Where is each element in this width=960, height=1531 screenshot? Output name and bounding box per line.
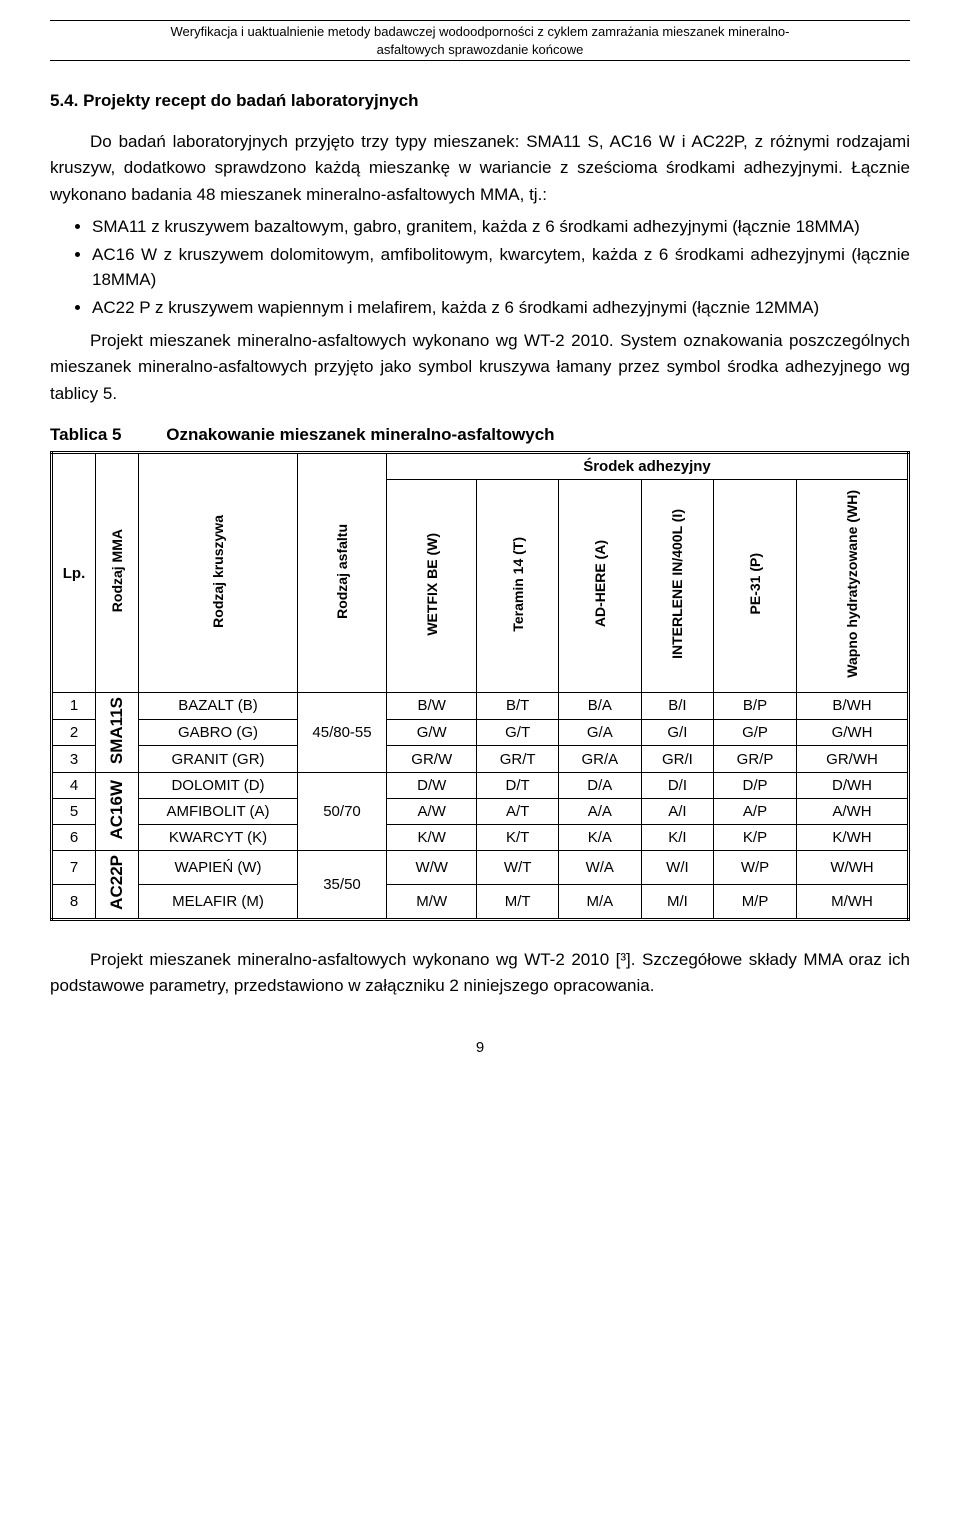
cell: A/P xyxy=(714,798,797,824)
cell-lp: 7 xyxy=(52,850,96,884)
cell: W/I xyxy=(641,850,713,884)
col-interlene: INTERLENE IN/400L (I) xyxy=(669,503,685,665)
page-header: Weryfikacja i uaktualnienie metody badaw… xyxy=(50,20,910,61)
cell-agg: DOLOMIT (D) xyxy=(139,772,298,798)
cell-asfalt: 45/80-55 xyxy=(298,692,387,772)
cell-lp: 1 xyxy=(52,692,96,719)
cell: M/A xyxy=(558,884,641,919)
cell: D/WH xyxy=(796,772,908,798)
cell: B/P xyxy=(714,692,797,719)
cell: D/I xyxy=(641,772,713,798)
cell: W/A xyxy=(558,850,641,884)
cell: G/WH xyxy=(796,719,908,746)
cell: G/W xyxy=(387,719,477,746)
cell: G/I xyxy=(641,719,713,746)
cell: GR/WH xyxy=(796,746,908,773)
cell: B/I xyxy=(641,692,713,719)
cell: G/A xyxy=(558,719,641,746)
cell-lp: 8 xyxy=(52,884,96,919)
col-rodzaj-kruszywa: Rodzaj kruszywa xyxy=(210,509,226,634)
cell: M/I xyxy=(641,884,713,919)
cell: W/P xyxy=(714,850,797,884)
cell: B/W xyxy=(387,692,477,719)
cell-lp: 6 xyxy=(52,824,96,850)
col-rodzaj-asfaltu: Rodzaj asfaltu xyxy=(334,518,350,625)
cell: D/W xyxy=(387,772,477,798)
page-number: 9 xyxy=(50,1039,910,1056)
paragraph-1: Do badań laboratoryjnych przyjęto trzy t… xyxy=(50,129,910,208)
cell: B/A xyxy=(558,692,641,719)
cell-mma: AC22P xyxy=(107,855,127,910)
col-srodek: Środek adhezyjny xyxy=(387,453,909,480)
cell: A/A xyxy=(558,798,641,824)
paragraph-2: Projekt mieszanek mineralno-asfaltowych … xyxy=(50,328,910,407)
header-line-2: asfaltowych sprawozdanie końcowe xyxy=(377,42,584,57)
cell: M/T xyxy=(477,884,558,919)
cell: G/P xyxy=(714,719,797,746)
col-wapno: Wapno hydratyzowane (WH) xyxy=(844,484,860,684)
cell-agg: MELAFIR (M) xyxy=(139,884,298,919)
col-wetfix: WETFIX BE (W) xyxy=(424,527,440,642)
cell: K/T xyxy=(477,824,558,850)
cell: G/T xyxy=(477,719,558,746)
cell-mma: AC16W xyxy=(107,780,127,840)
col-lp: Lp. xyxy=(63,565,86,582)
cell: GR/P xyxy=(714,746,797,773)
cell: W/W xyxy=(387,850,477,884)
cell-lp: 4 xyxy=(52,772,96,798)
table-number: Tablica 5 xyxy=(50,425,122,444)
bullet-item: AC16 W z kruszywem dolomitowym, amfiboli… xyxy=(92,242,910,293)
cell: A/T xyxy=(477,798,558,824)
cell: K/WH xyxy=(796,824,908,850)
col-teramin: Teramin 14 (T) xyxy=(510,531,526,638)
cell-asfalt: 35/50 xyxy=(298,850,387,919)
cell: W/T xyxy=(477,850,558,884)
cell: K/P xyxy=(714,824,797,850)
cell: B/WH xyxy=(796,692,908,719)
cell: GR/T xyxy=(477,746,558,773)
cell-lp: 3 xyxy=(52,746,96,773)
cell-lp: 2 xyxy=(52,719,96,746)
cell: A/W xyxy=(387,798,477,824)
cell-mma: SMA11S xyxy=(107,697,127,764)
table-caption-text: Oznakowanie mieszanek mineralno-asfaltow… xyxy=(166,425,554,444)
cell: A/WH xyxy=(796,798,908,824)
cell: D/A xyxy=(558,772,641,798)
cell: A/I xyxy=(641,798,713,824)
cell: M/P xyxy=(714,884,797,919)
table-5-caption: Tablica 5 Oznakowanie mieszanek mineraln… xyxy=(50,425,910,445)
table-5: Lp. Rodzaj MMA Rodzaj kruszywa Rodzaj as… xyxy=(50,451,910,921)
cell: K/A xyxy=(558,824,641,850)
cell-agg: GABRO (G) xyxy=(139,719,298,746)
cell: M/WH xyxy=(796,884,908,919)
cell: D/P xyxy=(714,772,797,798)
section-title-text: Projekty recept do badań laboratoryjnych xyxy=(83,91,418,110)
col-rodzaj-mma: Rodzaj MMA xyxy=(109,523,125,618)
bullet-item: SMA11 z kruszywem bazaltowym, gabro, gra… xyxy=(92,214,910,240)
cell: D/T xyxy=(477,772,558,798)
cell: K/W xyxy=(387,824,477,850)
cell: M/W xyxy=(387,884,477,919)
cell-agg: GRANIT (GR) xyxy=(139,746,298,773)
cell-asfalt: 50/70 xyxy=(298,772,387,850)
cell-agg: AMFIBOLIT (A) xyxy=(139,798,298,824)
cell: W/WH xyxy=(796,850,908,884)
bullet-list: SMA11 z kruszywem bazaltowym, gabro, gra… xyxy=(50,214,910,320)
col-adhere: AD-HERE (A) xyxy=(592,534,608,633)
cell-agg: BAZALT (B) xyxy=(139,692,298,719)
bullet-item: AC22 P z kruszywem wapiennym i melafirem… xyxy=(92,295,910,321)
cell: GR/A xyxy=(558,746,641,773)
cell: GR/W xyxy=(387,746,477,773)
cell-agg: WAPIEŃ (W) xyxy=(139,850,298,884)
cell: B/T xyxy=(477,692,558,719)
cell-agg: KWARCYT (K) xyxy=(139,824,298,850)
section-heading: 5.4. Projekty recept do badań laboratory… xyxy=(50,91,910,111)
cell: GR/I xyxy=(641,746,713,773)
cell: K/I xyxy=(641,824,713,850)
col-pe31: PE-31 (P) xyxy=(747,547,763,620)
paragraph-3: Projekt mieszanek mineralno-asfaltowych … xyxy=(50,947,910,1000)
header-line-1: Weryfikacja i uaktualnienie metody badaw… xyxy=(171,24,790,39)
cell-lp: 5 xyxy=(52,798,96,824)
section-number: 5.4. xyxy=(50,91,78,110)
